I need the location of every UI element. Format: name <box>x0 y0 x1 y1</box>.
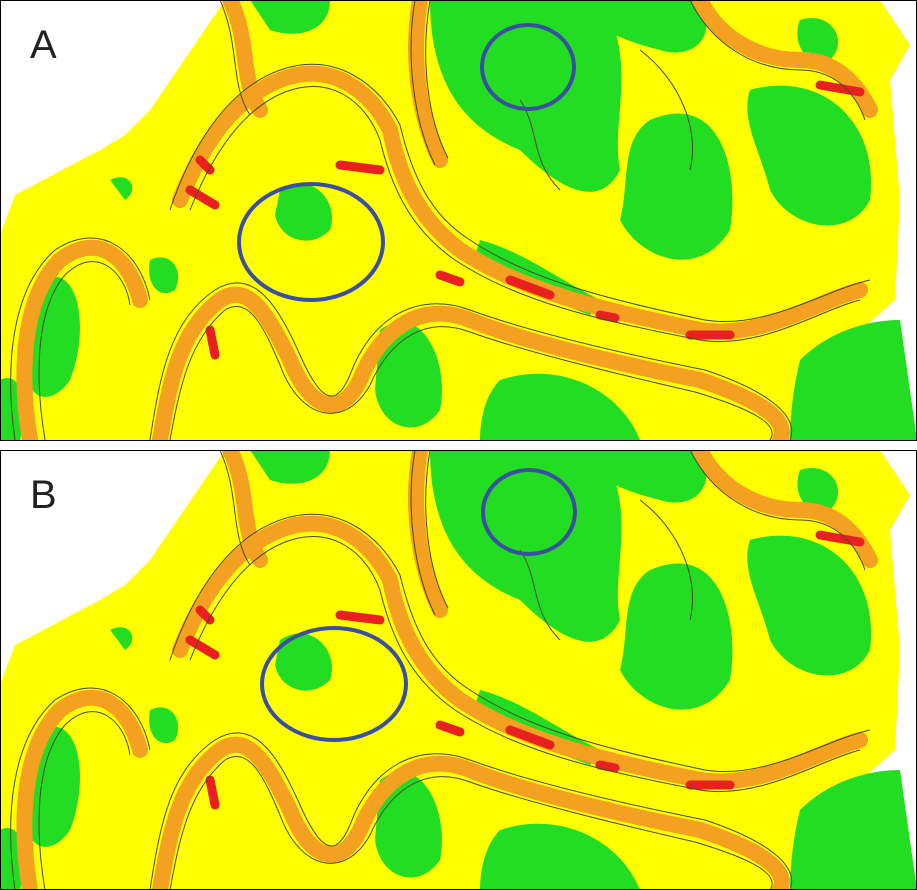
highlight-circle <box>480 23 576 111</box>
panel-a: A <box>0 0 917 441</box>
highlight-circle <box>237 182 385 302</box>
highlight-circle <box>260 626 408 742</box>
panel-label: A <box>30 23 57 67</box>
panel-label: B <box>30 473 57 517</box>
terrain-map <box>0 450 917 890</box>
panel-b: B <box>0 450 917 890</box>
highlight-circle <box>481 468 577 556</box>
terrain-map <box>0 0 917 440</box>
